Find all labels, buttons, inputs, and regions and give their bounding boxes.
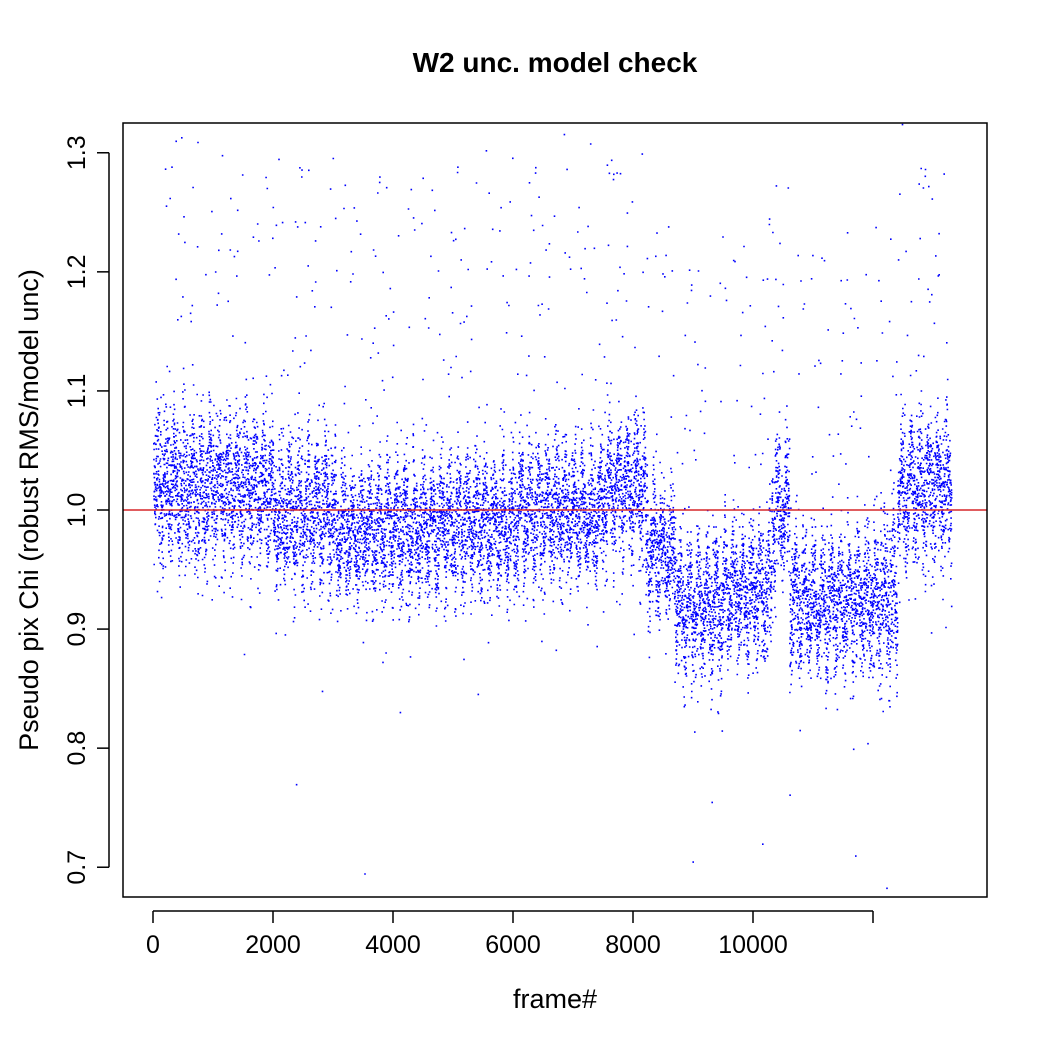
x-tick-label: 10000: [718, 931, 788, 959]
chart-title: W2 unc. model check: [413, 47, 698, 78]
x-tick-label: 0: [146, 931, 160, 959]
x-tick-label: 8000: [605, 931, 661, 959]
x-tick-label: 6000: [485, 931, 541, 959]
y-tick-label: 0.8: [63, 731, 91, 766]
y-tick-label: 1.1: [63, 374, 91, 409]
y-tick-label: 0.7: [63, 850, 91, 885]
x-axis-label: frame#: [513, 984, 597, 1014]
x-axis: 0 2000 4000 6000 8000 10000: [146, 910, 874, 959]
x-tick-label: 2000: [245, 931, 301, 959]
y-tick-label: 1.2: [63, 254, 91, 289]
y-axis-label: Pseudo pix Chi (robust RMS/model unc): [14, 269, 44, 751]
plot-frame: [122, 122, 988, 898]
data-points: [153, 123, 953, 890]
scatter-points: [153, 123, 953, 890]
x-tick-label: 4000: [365, 931, 421, 959]
y-tick-label: 0.9: [63, 612, 91, 647]
y-tick-label: 1.3: [63, 135, 91, 170]
y-tick-label: 1.0: [63, 493, 91, 528]
y-axis: 0.7 0.8 0.9 1.0 1.1 1.2 1.3: [63, 135, 110, 885]
